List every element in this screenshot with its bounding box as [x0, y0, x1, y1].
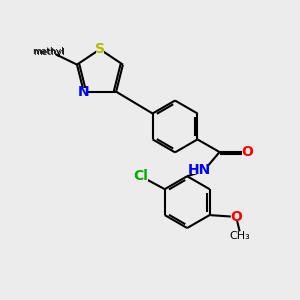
FancyBboxPatch shape	[79, 88, 88, 96]
FancyBboxPatch shape	[232, 212, 241, 221]
Text: Cl: Cl	[134, 169, 148, 184]
Text: O: O	[241, 145, 253, 159]
FancyBboxPatch shape	[134, 172, 148, 181]
Text: methyl: methyl	[32, 47, 64, 56]
Text: S: S	[95, 42, 105, 56]
FancyBboxPatch shape	[193, 166, 207, 174]
Text: O: O	[230, 209, 242, 224]
Text: CH₃: CH₃	[229, 231, 250, 241]
Text: HN: HN	[188, 163, 211, 177]
FancyBboxPatch shape	[95, 45, 104, 53]
Text: methyl: methyl	[33, 48, 65, 57]
Text: N: N	[77, 85, 89, 99]
FancyBboxPatch shape	[242, 148, 251, 156]
